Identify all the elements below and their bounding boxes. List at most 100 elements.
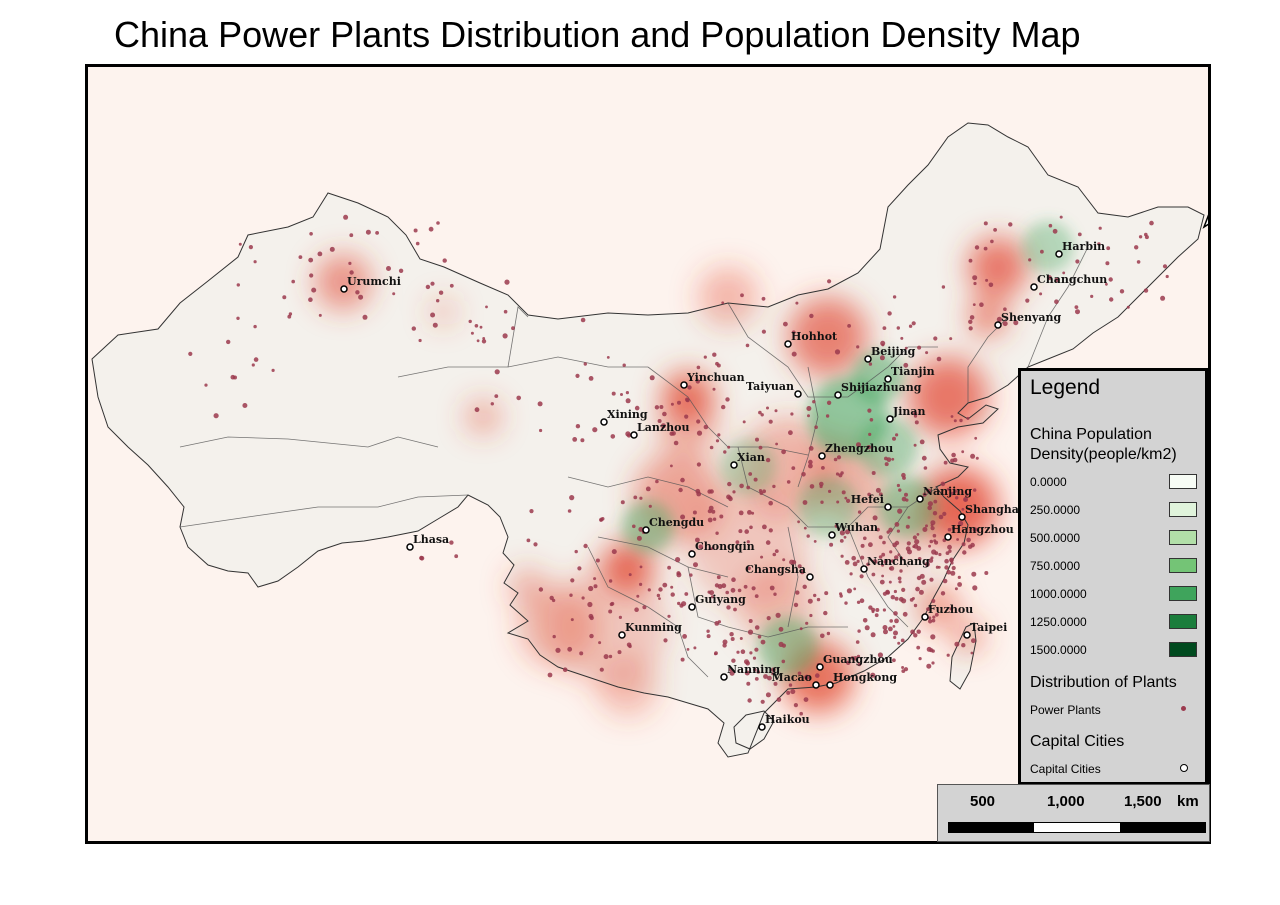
power-plant-point [927,505,932,511]
power-plant-point [786,480,791,484]
capital-city-macao[interactable]: Macao [772,671,820,689]
power-plant-point [918,657,922,661]
power-plant-point [776,697,782,702]
power-plant-point [894,618,899,624]
power-plant-point [587,601,593,608]
capital-city-kunming[interactable]: Kunming [618,621,682,639]
power-plant-point [940,591,946,596]
power-plant-point [791,466,796,470]
power-plant-point [569,495,575,501]
power-plant-point [329,246,335,252]
city-label: Chengdu [649,516,704,529]
capital-city-guiyang[interactable]: Guiyang [688,593,746,611]
capital-city-changsha[interactable]: Changsha [745,563,814,581]
power-plant-point [736,650,740,654]
power-plant-point [721,301,725,305]
power-plant-point [951,526,956,530]
power-plant-point [970,651,974,655]
power-plant-point [929,577,934,582]
power-plant-point [961,507,965,511]
capital-city-tianjin[interactable]: Tianjin [884,365,935,383]
power-plant-point [703,424,709,430]
power-plant-point [931,661,935,665]
power-plant-point [226,339,231,345]
power-plant-point [866,445,872,450]
capital-city-nanchang[interactable]: Nanchang [860,555,930,573]
capital-city-yinchuan[interactable]: Yinchuan [680,371,745,389]
china-map[interactable]: Urumchi Harbin Changchun Shenyang Hohhot Beij… [88,67,1208,841]
power-plant-point [479,325,483,329]
power-plant-point [968,326,973,331]
power-plant-point [926,488,932,494]
capital-city-shenyang[interactable]: Shenyang [994,311,1061,329]
capital-city-haikou[interactable]: Haikou [758,713,810,731]
capital-city-taipei[interactable]: Taipei [963,621,1007,639]
power-plant-point [751,511,755,515]
power-plant-point [882,540,886,545]
power-plant-point [917,345,922,350]
capital-city-shanghai[interactable]: Shanghai [958,503,1023,521]
capital-city-jinan[interactable]: Jinan [886,405,926,423]
power-plant-point [881,574,884,578]
capital-city-lhasa[interactable]: Lhasa [406,533,449,551]
capital-city-lanzhou[interactable]: Lanzhou [630,421,689,439]
power-plant-point [946,653,950,657]
power-plant-point [1075,259,1080,264]
power-plant-point [972,275,978,281]
capital-city-xian[interactable]: Xian [730,451,765,469]
capital-city-nanning[interactable]: Nanning [720,663,780,681]
capital-city-urumchi[interactable]: Urumchi [340,275,401,293]
capital-city-fuzhou[interactable]: Fuzhou [921,603,973,621]
capital-city-nanjing[interactable]: Nanjing [916,485,972,503]
power-plant-point [778,626,784,632]
power-plant-point [826,400,832,405]
capital-city-beijing[interactable]: Beijing [864,345,916,363]
capital-city-zhengzhou[interactable]: Zhengzhou [818,442,893,460]
capital-city-guangzhou[interactable]: Guangzhou [816,653,893,671]
power-plant-point [957,582,962,587]
power-plant-point [870,672,876,678]
capital-city-chengdu[interactable]: Chengdu [642,516,704,534]
power-plant-point [774,409,778,413]
capital-city-shijiazhuang[interactable]: Shijiazhuang [834,381,922,399]
power-plant-point [760,639,766,645]
city-label: Tianjin [891,365,935,378]
capital-city-hohhot[interactable]: Hohhot [784,330,838,348]
power-plant-point [808,446,814,451]
capital-city-wuhan[interactable]: Wuhan [828,521,878,539]
capital-city-harbin[interactable]: Harbin [1055,240,1105,258]
power-plant-point [710,547,714,550]
power-plant-point [890,595,895,600]
power-plant-point [893,630,898,636]
power-plant-point [943,460,948,465]
power-plant-point [716,575,721,580]
power-plant-point [902,611,908,617]
power-plant-point [707,590,711,594]
capital-city-taiyuan[interactable]: Taiyuan [746,380,802,398]
power-plant-point [971,571,977,577]
power-plant-point [494,369,500,375]
power-plant-point [928,558,934,563]
power-plant-point [765,540,771,545]
power-plant-point [454,554,459,559]
power-plant-point [988,282,994,288]
power-plant-point [808,459,813,465]
power-plant-point [1003,307,1007,311]
power-plant-point [900,638,905,643]
power-plant-point [721,404,726,410]
power-plant-point [569,593,573,597]
power-plant-point [870,632,876,638]
city-label: Changsha [745,563,806,576]
power-plant-point [709,489,714,494]
power-plant-point [846,498,851,503]
capital-city-hongkong[interactable]: Hongkong [826,671,897,689]
city-label: Haikou [765,713,810,726]
power-plant-point [682,634,687,639]
capital-city-xining[interactable]: Xining [600,408,648,426]
capital-city-hefei[interactable]: Hefei [851,493,892,511]
capital-city-hangzhou[interactable]: Hangzhou [944,523,1014,541]
power-plant-point [961,542,966,547]
capital-city-changchun[interactable]: Changchun [1030,273,1107,291]
power-plant-point [735,540,740,544]
capital-city-chongqin[interactable]: Chongqin [688,540,755,558]
